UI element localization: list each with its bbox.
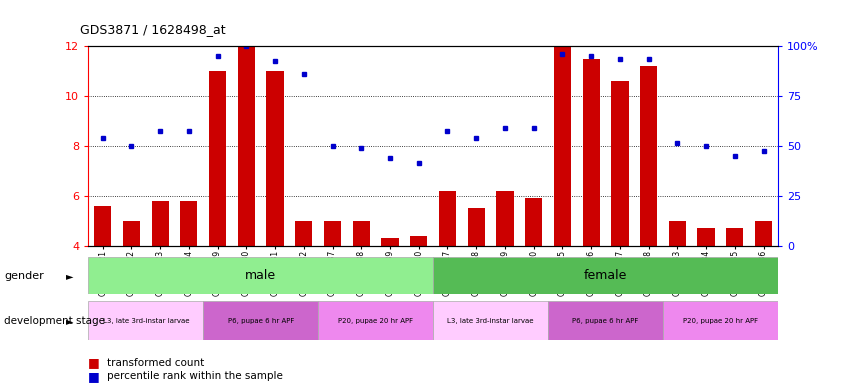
Bar (88, 257, 433, 294)
Bar (180, 201, 198, 246)
Text: ■: ■ (88, 370, 100, 383)
Text: ■: ■ (88, 356, 100, 369)
Text: P6, pupae 6 hr APF: P6, pupae 6 hr APF (573, 318, 638, 324)
Bar (697, 228, 715, 246)
Bar (123, 221, 140, 246)
Bar (410, 236, 427, 246)
Text: female: female (584, 269, 627, 282)
Bar (727, 228, 743, 246)
Bar (433, 301, 548, 340)
Text: L3, late 3rd-instar larvae: L3, late 3rd-instar larvae (103, 318, 189, 324)
Text: GDS3871 / 1628498_at: GDS3871 / 1628498_at (80, 23, 225, 36)
Bar (381, 238, 399, 246)
Bar (204, 301, 318, 340)
Bar (640, 66, 657, 246)
Bar (433, 257, 778, 294)
Text: male: male (245, 269, 277, 282)
Bar (755, 221, 772, 246)
Text: percentile rank within the sample: percentile rank within the sample (107, 371, 283, 381)
Bar (324, 221, 341, 246)
Bar (611, 81, 628, 246)
Text: P20, pupae 20 hr APF: P20, pupae 20 hr APF (338, 318, 413, 324)
Bar (318, 301, 433, 340)
Bar (548, 301, 663, 340)
Text: P6, pupae 6 hr APF: P6, pupae 6 hr APF (228, 318, 294, 324)
Bar (151, 201, 169, 246)
Text: P20, pupae 20 hr APF: P20, pupae 20 hr APF (683, 318, 758, 324)
Bar (554, 46, 571, 246)
Text: development stage: development stage (4, 316, 105, 326)
Bar (94, 206, 111, 246)
Bar (583, 58, 600, 246)
Bar (669, 221, 686, 246)
Text: ►: ► (66, 271, 73, 281)
Bar (496, 191, 514, 246)
Text: gender: gender (4, 271, 44, 281)
Bar (439, 191, 456, 246)
Bar (525, 198, 542, 246)
Text: transformed count: transformed count (107, 358, 204, 368)
Bar (352, 221, 370, 246)
Bar (295, 221, 313, 246)
Bar (209, 71, 226, 246)
Text: L3, late 3rd-instar larvae: L3, late 3rd-instar larvae (447, 318, 534, 324)
Bar (267, 71, 283, 246)
Bar (88, 301, 204, 340)
Bar (663, 301, 778, 340)
Text: ►: ► (66, 316, 73, 326)
Bar (468, 208, 484, 246)
Bar (238, 46, 255, 246)
